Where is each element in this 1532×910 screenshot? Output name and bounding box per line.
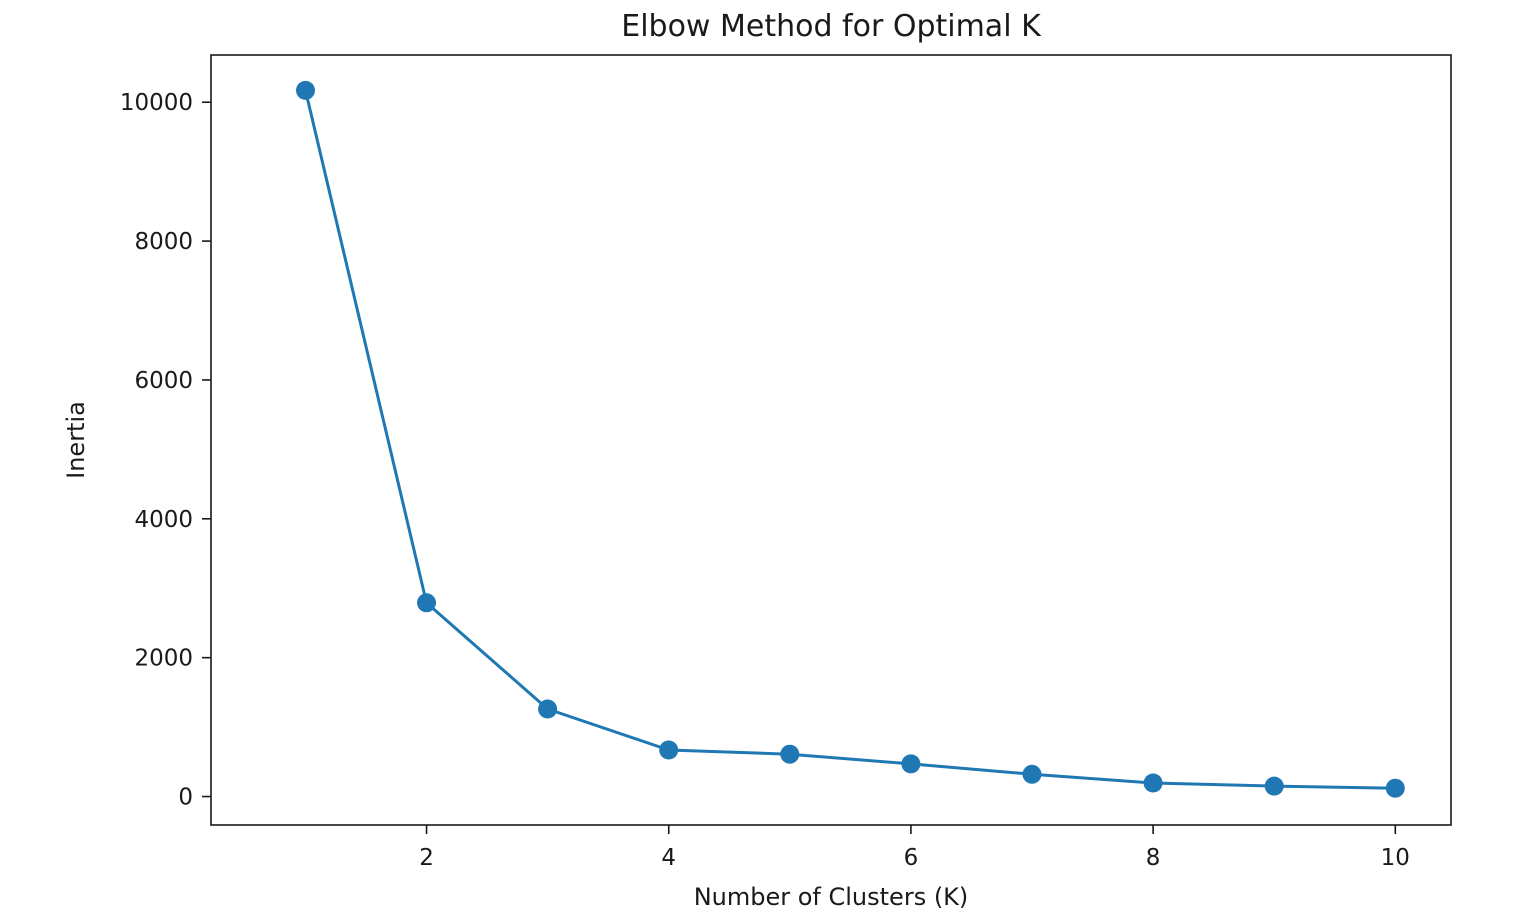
data-point	[538, 699, 558, 719]
y-tick-label: 6000	[134, 368, 193, 394]
x-tick-label: 10	[1381, 845, 1410, 871]
data-point	[296, 80, 315, 100]
y-tick-label: 2000	[134, 646, 193, 672]
series-line	[304, 90, 1396, 790]
x-tick-label: 2	[419, 845, 434, 871]
chart-title: Elbow Method for Optimal K	[621, 9, 1042, 44]
data-point	[780, 744, 800, 764]
x-tick-label: 6	[904, 845, 919, 871]
y-axis: 0 2000 4000 6000 8000 10000	[120, 90, 211, 811]
plot-area	[210, 54, 1452, 826]
y-tick-label: 10000	[120, 90, 193, 116]
data-point	[659, 740, 679, 760]
y-tick-label: 4000	[134, 507, 193, 533]
series-group	[296, 80, 1405, 798]
x-axis: 2 4 6 8 10	[419, 825, 1410, 871]
y-axis-label: Inertia	[62, 401, 90, 479]
data-point	[1143, 773, 1163, 793]
y-tick-label: 0	[178, 785, 193, 811]
data-point	[417, 593, 436, 613]
x-axis-label: Number of Clusters (K)	[694, 883, 969, 910]
y-tick-label: 8000	[134, 229, 193, 255]
data-point	[1022, 764, 1042, 784]
x-tick-label: 4	[661, 845, 676, 871]
data-point	[901, 754, 921, 774]
data-point	[1264, 776, 1284, 796]
x-tick-label: 8	[1146, 845, 1161, 871]
data-point	[1385, 778, 1405, 798]
